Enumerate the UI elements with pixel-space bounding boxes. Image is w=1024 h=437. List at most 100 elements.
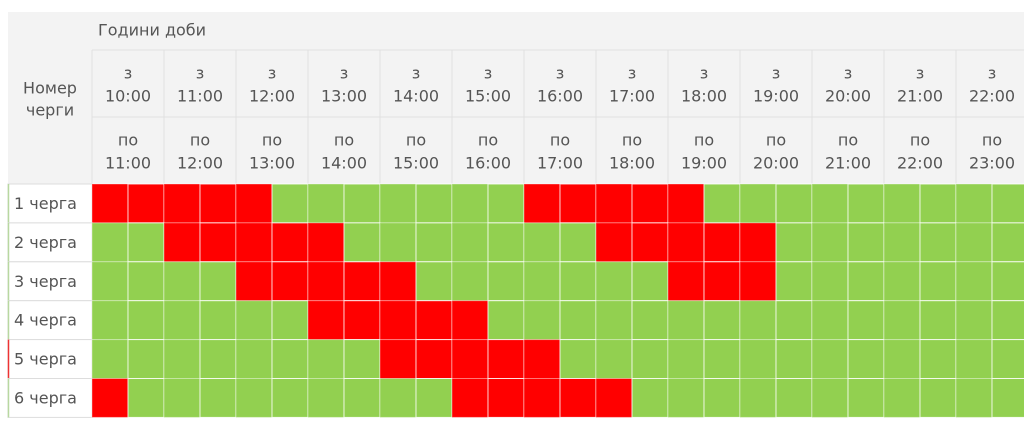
slot <box>667 183 705 224</box>
to-time: 16:00 <box>465 154 511 173</box>
to-time: 13:00 <box>249 154 295 173</box>
slot <box>127 378 165 418</box>
from-prefix: з <box>124 64 133 83</box>
slot <box>271 261 309 302</box>
from-time: 19:00 <box>753 87 799 106</box>
slot <box>163 261 201 302</box>
slot <box>415 339 453 380</box>
slot <box>955 378 993 418</box>
slot <box>847 261 885 302</box>
to-time: 15:00 <box>393 154 439 173</box>
slot <box>307 261 345 302</box>
slot <box>523 378 561 418</box>
from-time: 13:00 <box>321 87 367 106</box>
slot <box>523 183 561 224</box>
from-prefix: з <box>844 64 853 83</box>
slot <box>307 183 345 224</box>
slot <box>379 183 417 224</box>
row-label: 4 черга <box>14 311 77 330</box>
from-prefix: з <box>628 64 637 83</box>
to-time: 19:00 <box>681 154 727 173</box>
from-time: 14:00 <box>393 87 439 106</box>
slot <box>559 378 597 418</box>
slot <box>883 300 921 341</box>
slot <box>415 378 453 418</box>
slot <box>271 378 309 418</box>
slot <box>451 339 489 380</box>
slot <box>775 339 813 380</box>
to-time: 23:00 <box>969 154 1015 173</box>
slot <box>451 183 489 224</box>
slot <box>703 222 741 263</box>
row-label-cell <box>7 222 93 263</box>
slot <box>127 339 165 380</box>
slot <box>991 183 1024 224</box>
slot <box>811 300 849 341</box>
slot <box>523 222 561 263</box>
slot <box>487 222 525 263</box>
slot <box>307 378 345 418</box>
slot <box>667 300 705 341</box>
slot <box>91 261 129 302</box>
slot <box>127 222 165 263</box>
from-time: 22:00 <box>969 87 1015 106</box>
slot <box>739 261 777 302</box>
slot <box>127 183 165 224</box>
slot <box>235 378 273 418</box>
slot <box>271 222 309 263</box>
slot <box>451 300 489 341</box>
row-label-cell <box>7 339 93 380</box>
slot <box>91 300 129 341</box>
slot <box>991 222 1024 263</box>
from-prefix: з <box>988 64 997 83</box>
slot <box>487 339 525 380</box>
slot <box>559 261 597 302</box>
from-time: 12:00 <box>249 87 295 106</box>
slot <box>271 183 309 224</box>
slot <box>127 300 165 341</box>
slot <box>811 261 849 302</box>
slot <box>955 222 993 263</box>
slot <box>127 261 165 302</box>
slot <box>199 300 237 341</box>
to-prefix: по <box>118 131 138 150</box>
slot <box>199 261 237 302</box>
corner-label: черги <box>26 101 74 120</box>
slot <box>739 300 777 341</box>
to-time: 14:00 <box>321 154 367 173</box>
slot <box>919 222 957 263</box>
slot <box>343 183 381 224</box>
slot <box>343 222 381 263</box>
slot <box>235 222 273 263</box>
to-prefix: по <box>190 131 210 150</box>
slot <box>631 222 669 263</box>
slot <box>451 261 489 302</box>
slot <box>991 261 1024 302</box>
slot <box>559 300 597 341</box>
slot <box>199 339 237 380</box>
to-time: 12:00 <box>177 154 223 173</box>
slot <box>91 222 129 263</box>
slot <box>595 339 633 380</box>
slot <box>595 222 633 263</box>
from-time: 17:00 <box>609 87 655 106</box>
slot <box>991 378 1024 418</box>
slot <box>271 300 309 341</box>
slot <box>379 339 417 380</box>
from-time: 16:00 <box>537 87 583 106</box>
slot <box>307 222 345 263</box>
from-time: 10:00 <box>105 87 151 106</box>
slot <box>775 222 813 263</box>
slot <box>811 339 849 380</box>
slot <box>235 183 273 224</box>
slot <box>631 339 669 380</box>
slot <box>775 261 813 302</box>
slot <box>307 339 345 380</box>
to-prefix: по <box>694 131 714 150</box>
slot <box>559 339 597 380</box>
row-label-cell <box>7 261 93 302</box>
slot <box>631 300 669 341</box>
to-prefix: по <box>766 131 786 150</box>
to-time: 22:00 <box>897 154 943 173</box>
slot <box>847 339 885 380</box>
